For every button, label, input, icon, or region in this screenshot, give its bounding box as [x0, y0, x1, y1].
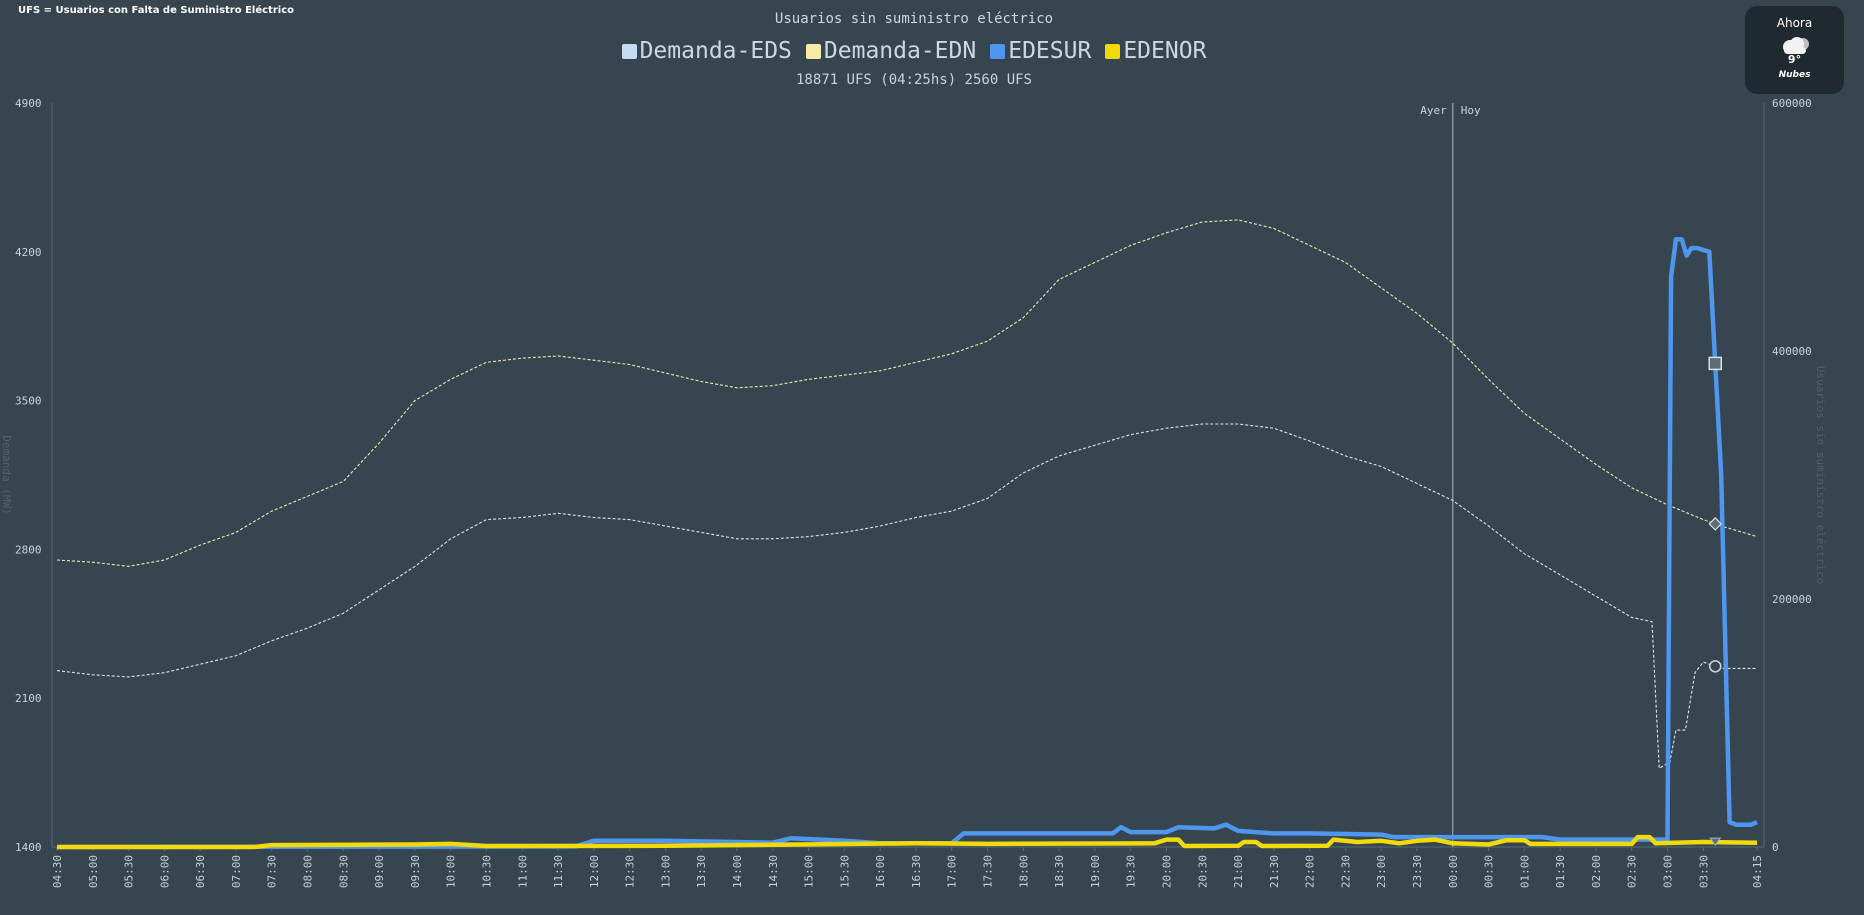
- x-tick-label: 05:30: [123, 855, 136, 888]
- legend: Demanda-EDS Demanda-EDN EDESUR EDENOR: [0, 38, 1828, 64]
- chart-subtitle: 18871 UFS (04:25hs) 2560 UFS: [795, 72, 1032, 88]
- chart-series: [56, 219, 1758, 850]
- x-tick-label: 12:30: [624, 855, 637, 888]
- weather-description: Nubes: [1778, 70, 1811, 80]
- x-tick-label: 18:30: [1053, 855, 1066, 888]
- chart-markers: [1708, 356, 1723, 847]
- y-right-tick-label: 400000: [1772, 345, 1812, 358]
- x-tick-label: 11:00: [516, 855, 529, 888]
- x-tick-label: 13:30: [695, 855, 708, 888]
- y-left-tick-label: 1400: [15, 841, 42, 854]
- x-tick-label: 22:30: [1339, 855, 1352, 888]
- y-right-tick-label: 0: [1772, 841, 1779, 854]
- legend-item-demanda-eds[interactable]: Demanda-EDS: [621, 38, 792, 64]
- x-tick-label: 00:00: [1447, 855, 1460, 888]
- x-tick-label: 14:00: [731, 855, 744, 888]
- day-divider-left-label: Ayer: [1420, 104, 1447, 117]
- legend-swatch: [990, 43, 1006, 59]
- x-tick-label: 02:00: [1590, 855, 1603, 888]
- x-tick-label: 21:30: [1268, 855, 1281, 888]
- x-tick-label: 07:00: [230, 855, 243, 888]
- x-tick-label: 10:30: [480, 855, 493, 888]
- x-tick-label: 16:00: [874, 855, 887, 888]
- legend-swatch: [621, 43, 637, 59]
- x-tick-label: 20:30: [1196, 855, 1209, 888]
- x-tick-label: 16:30: [910, 855, 923, 888]
- series-line-demanda-edn: [56, 219, 1758, 567]
- legend-label: EDENOR: [1123, 38, 1207, 64]
- legend-label: EDESUR: [1008, 38, 1092, 64]
- x-tick-label: 12:00: [588, 855, 601, 888]
- chart-title: Usuarios sin suministro eléctrico: [774, 11, 1054, 27]
- x-tick-label: 15:00: [803, 855, 816, 888]
- x-tick-label: 18:00: [1017, 855, 1030, 888]
- y-left-tick-label: 2100: [15, 692, 42, 705]
- y-left-tick-label: 3500: [15, 395, 42, 408]
- y-right-tick-label: 200000: [1772, 593, 1812, 606]
- x-tick-label: 05:00: [87, 855, 100, 888]
- x-tick-label: 02:30: [1626, 855, 1639, 888]
- x-tick-label: 19:00: [1089, 855, 1102, 888]
- marker-edesur: [1708, 356, 1722, 371]
- marker-demanda-edn: [1708, 517, 1723, 531]
- marker-edenor: [1709, 837, 1722, 847]
- legend-label: Demanda-EDN: [823, 38, 977, 64]
- x-tick-label: 14:30: [767, 855, 780, 888]
- weather-label: Ahora: [1776, 16, 1813, 30]
- x-tick-label: 03:30: [1697, 855, 1710, 888]
- y-left-tick-label: 4200: [15, 246, 42, 259]
- weather-temperature: 9°: [1787, 53, 1802, 66]
- y-left-tick-label: 4900: [15, 97, 42, 110]
- x-tick-label: 23:30: [1411, 855, 1424, 888]
- legend-swatch: [1105, 43, 1121, 59]
- x-tick-label: 04:15: [1751, 855, 1764, 888]
- marker-demanda-eds: [1708, 660, 1722, 673]
- x-tick-label: 13:00: [659, 855, 672, 888]
- x-tick-label: 10:00: [445, 855, 458, 888]
- y-left-tick-label: 2800: [15, 543, 42, 556]
- x-tick-label: 00:30: [1483, 855, 1496, 888]
- x-tick-label: 17:00: [946, 855, 959, 888]
- chart-axes: Ayer Hoy: [51, 103, 1765, 848]
- x-tick-label: 04:30: [51, 855, 64, 888]
- x-tick-label: 20:00: [1160, 855, 1173, 888]
- series-line-demanda-eds: [56, 423, 1757, 769]
- legend-item-edesur[interactable]: EDESUR: [990, 38, 1091, 64]
- series-line-edesur: [56, 237, 1758, 850]
- y-left-axis-title: Demanda (MW): [0, 435, 13, 514]
- legend-swatch: [805, 43, 821, 59]
- y-right-tick-label: 600000: [1772, 97, 1812, 110]
- x-tick-label: 22:00: [1304, 855, 1317, 888]
- cloud-icon: [1782, 37, 1809, 54]
- legend-item-edenor[interactable]: EDENOR: [1105, 38, 1206, 64]
- x-tick-label: 07:30: [266, 855, 279, 888]
- x-tick-label: 21:00: [1232, 855, 1245, 888]
- legend-label: Demanda-EDS: [639, 38, 792, 64]
- x-tick-label: 23:00: [1375, 855, 1388, 888]
- x-tick-label: 09:30: [409, 855, 422, 888]
- x-tick-label: 15:30: [838, 855, 851, 888]
- corner-note: UFS = Usuarios con Falta de Suministro E…: [18, 5, 294, 16]
- x-tick-label: 19:30: [1125, 855, 1138, 888]
- day-divider-right-label: Hoy: [1461, 104, 1481, 117]
- x-tick-label: 08:00: [302, 855, 315, 888]
- x-tick-label: 06:30: [194, 855, 207, 888]
- x-tick-label: 11:30: [552, 855, 565, 888]
- x-tick-label: 08:30: [337, 855, 350, 888]
- chart-ticks: 1400 2100 2800 3500 4200 4900 0 200000 400000 600…: [0, 97, 1827, 888]
- x-tick-label: 01:00: [1518, 855, 1531, 888]
- x-tick-label: 01:30: [1554, 855, 1567, 888]
- x-tick-label: 09:00: [373, 855, 386, 888]
- x-tick-label: 06:00: [158, 855, 171, 888]
- y-right-axis-title: Usuarios sin suministro eléctrico: [1814, 366, 1827, 585]
- legend-item-demanda-edn[interactable]: Demanda-EDN: [805, 38, 977, 64]
- weather-widget[interactable]: Ahora 9° Nubes: [1745, 6, 1844, 94]
- series-line-edenor: [57, 834, 1758, 850]
- x-tick-label: 03:00: [1662, 855, 1675, 888]
- x-tick-label: 17:30: [982, 855, 995, 888]
